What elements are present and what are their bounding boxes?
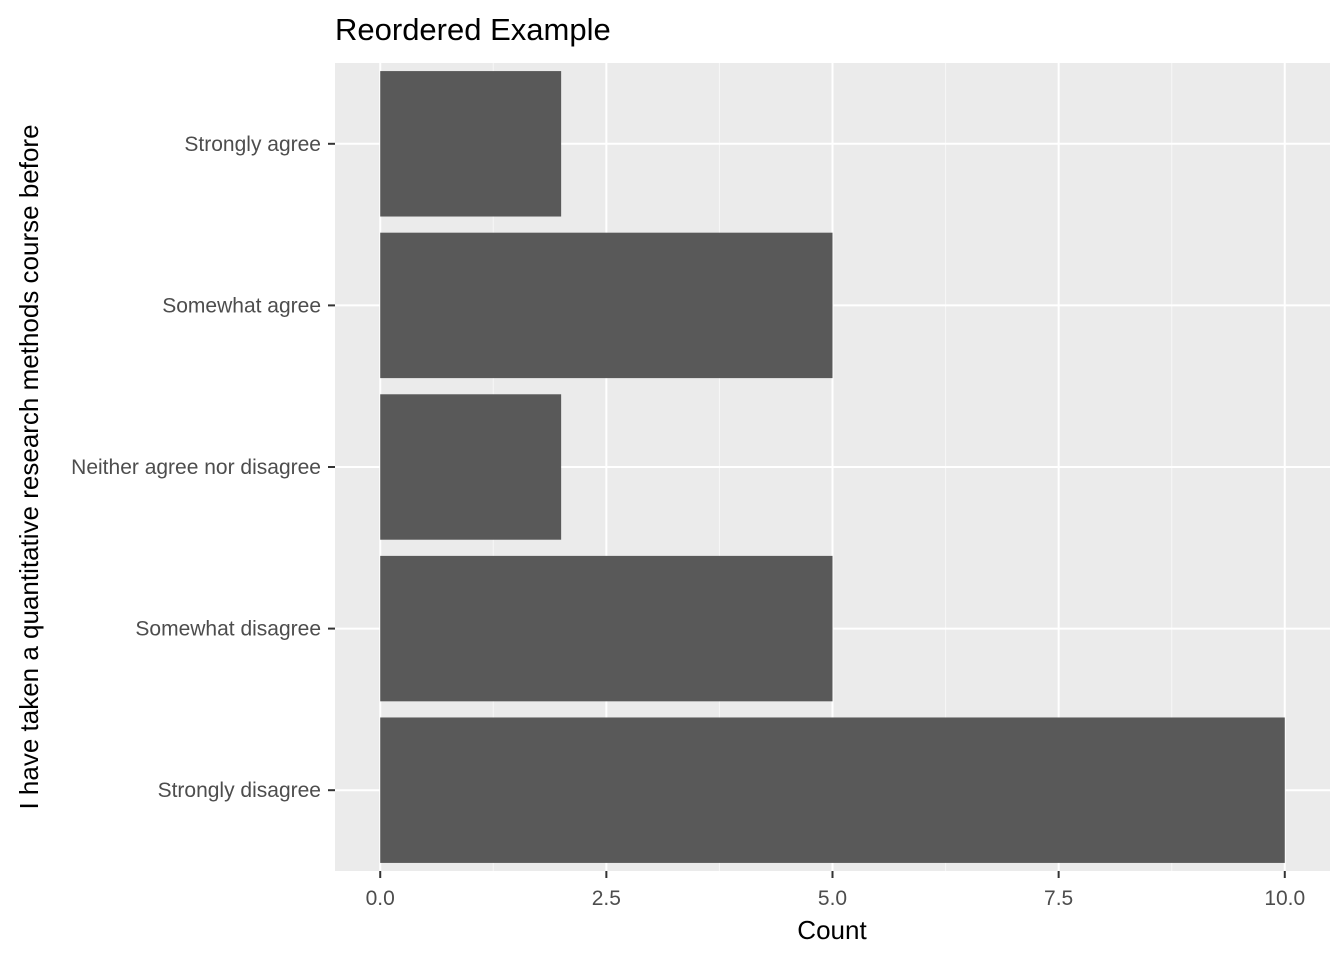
x-tick-label: 0.0 bbox=[366, 887, 395, 910]
x-axis-title: Count bbox=[797, 915, 867, 945]
y-tick-label: Strongly agree bbox=[184, 133, 321, 156]
bar-somewhat-agree bbox=[380, 232, 833, 379]
bar-somewhat-disagree bbox=[380, 555, 833, 702]
bar-strongly-agree bbox=[380, 71, 562, 217]
bar-neither-agree-nor-disagree bbox=[380, 394, 562, 540]
y-axis-title: I have taken a quantitative research met… bbox=[14, 124, 44, 809]
chart-title: Reordered Example bbox=[335, 12, 611, 47]
y-tick-label: Strongly disagree bbox=[158, 779, 321, 802]
x-tick-label: 10.0 bbox=[1264, 887, 1305, 910]
x-tick-label: 5.0 bbox=[818, 887, 847, 910]
x-tick-label: 2.5 bbox=[592, 887, 621, 910]
x-axis: 0.0 2.5 5.0 7.5 10.0 bbox=[366, 871, 1305, 910]
y-tick-label: Neither agree nor disagree bbox=[71, 456, 321, 479]
y-tick-label: Somewhat disagree bbox=[135, 618, 321, 641]
bar-strongly-disagree bbox=[380, 717, 1285, 863]
bars bbox=[380, 71, 1285, 863]
x-tick-label: 7.5 bbox=[1044, 887, 1073, 910]
y-axis: Strongly disagree Somewhat disagree Neithe… bbox=[71, 133, 335, 802]
y-tick-label: Somewhat agree bbox=[162, 294, 321, 317]
